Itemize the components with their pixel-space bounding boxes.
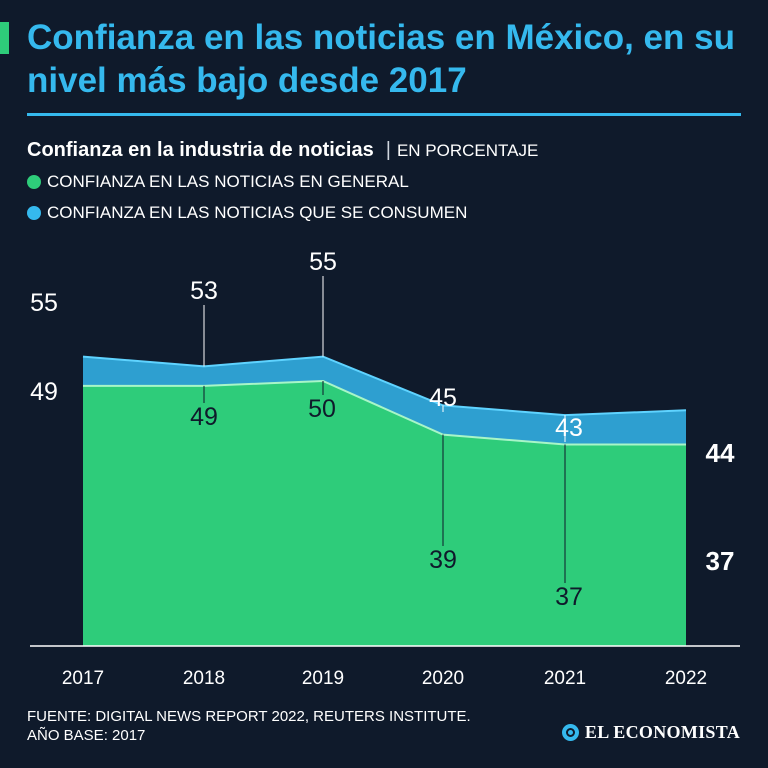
- x-tick-label: 2018: [183, 668, 225, 689]
- subtitle-text: Confianza en la industria de noticias: [27, 139, 374, 161]
- legend-label-general: CONFIANZA EN LAS NOTICIAS EN GENERAL: [47, 172, 409, 191]
- data-label-consumed: 53: [190, 277, 218, 305]
- area-general: [83, 381, 686, 646]
- subtitle-unit: EN PORCENTAJE: [396, 141, 539, 160]
- area-consumed: [83, 356, 686, 445]
- line-consumed: [82, 355, 687, 417]
- x-tick-label: 2022: [665, 668, 707, 689]
- data-label-consumed: 44: [706, 438, 735, 468]
- data-label-consumed: 55: [309, 248, 337, 276]
- data-label-general: 37: [555, 583, 583, 611]
- legend-item-consumed: CONFIANZA EN LAS NOTICIAS QUE SE CONSUME…: [27, 202, 467, 224]
- legend-item-general: CONFIANZA EN LAS NOTICIAS EN GENERAL: [27, 171, 409, 193]
- subtitle-separator: |: [385, 139, 391, 161]
- chart-subtitle: Confianza en la industria de noticias | EN…: [27, 138, 538, 163]
- source-note: FUENTE: DIGITAL NEWS REPORT 2022, REUTER…: [27, 707, 471, 745]
- title-divider: [27, 113, 741, 116]
- x-tick-label: 2020: [422, 668, 464, 689]
- chart-title: Confianza en las noticias en México, en …: [27, 18, 735, 100]
- data-label-general: 49: [190, 403, 218, 431]
- data-label-general: 39: [429, 546, 457, 574]
- data-label-general: 37: [706, 546, 735, 576]
- legend-label-consumed: CONFIANZA EN LAS NOTICIAS QUE SE CONSUME…: [47, 203, 468, 222]
- line-general: [83, 379, 686, 446]
- title-accent-bar: [0, 22, 9, 54]
- data-label-general: 50: [308, 395, 336, 423]
- logo-text: EL ECONOMISTA: [584, 722, 740, 742]
- data-label-consumed: 45: [429, 384, 457, 412]
- data-label-consumed: 43: [555, 414, 583, 442]
- data-label-consumed: 55: [30, 289, 58, 317]
- data-label-general: 49: [30, 378, 58, 406]
- x-tick-label: 2019: [302, 668, 344, 689]
- source-line-2: AÑO BASE: 2017: [27, 727, 146, 744]
- legend-dot-blue: [27, 206, 41, 220]
- source-line-1: FUENTE: DIGITAL NEWS REPORT 2022, REUTER…: [27, 708, 471, 725]
- x-tick-label: 2017: [62, 668, 104, 689]
- el-economista-logo: EL ECONOMISTA: [561, 722, 740, 743]
- logo-icon: [561, 724, 579, 741]
- legend-dot-green: [27, 175, 41, 189]
- x-tick-label: 2021: [544, 668, 586, 689]
